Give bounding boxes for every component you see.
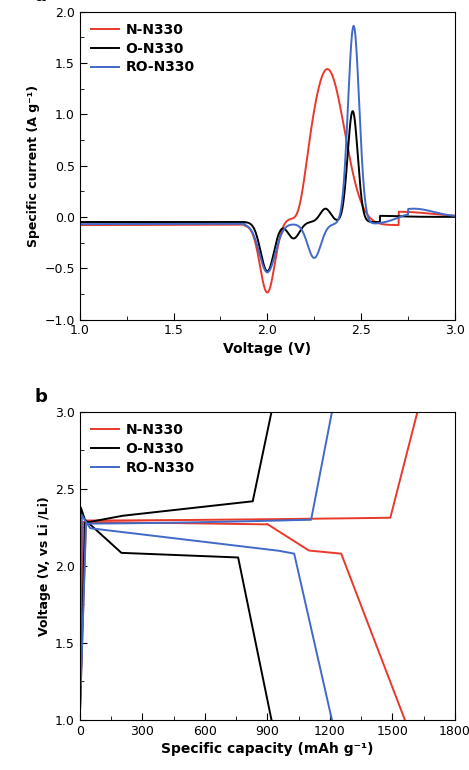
O-N330 <box>77 217 83 226</box>
Line: N-N330: N-N330 <box>80 69 455 293</box>
Y-axis label: Voltage (V, vs Li /Li): Voltage (V, vs Li /Li) <box>38 496 51 636</box>
N-N330 <box>452 211 458 220</box>
RO-N330 <box>373 219 378 228</box>
O-N330 <box>96 217 102 226</box>
N-N330 <box>441 210 447 219</box>
N-N330 <box>250 229 255 238</box>
O-N330 <box>373 217 378 226</box>
X-axis label: Specific capacity (mAh g⁻¹): Specific capacity (mAh g⁻¹) <box>161 742 374 756</box>
O-N330 <box>452 213 458 222</box>
Legend: N-N330, O-N330, RO-N330: N-N330, O-N330, RO-N330 <box>87 18 199 79</box>
N-N330 <box>77 220 83 229</box>
O-N330 <box>259 254 265 263</box>
Text: a: a <box>35 0 47 5</box>
RO-N330 <box>259 259 265 268</box>
RO-N330 <box>442 209 447 219</box>
N-N330 <box>442 210 447 219</box>
Line: RO-N330: RO-N330 <box>80 26 455 273</box>
N-N330 <box>265 288 270 297</box>
RO-N330 <box>77 219 83 229</box>
Legend: N-N330, O-N330, RO-N330: N-N330, O-N330, RO-N330 <box>87 419 199 479</box>
O-N330 <box>265 266 270 276</box>
N-N330 <box>259 273 265 283</box>
X-axis label: Voltage (V): Voltage (V) <box>223 342 311 356</box>
N-N330 <box>325 65 330 74</box>
RO-N330 <box>250 227 255 236</box>
RO-N330 <box>265 268 270 277</box>
O-N330 <box>250 221 255 230</box>
N-N330 <box>96 220 102 229</box>
Line: O-N330: O-N330 <box>80 111 455 271</box>
N-N330 <box>373 217 378 226</box>
O-N330 <box>441 213 447 222</box>
O-N330 <box>350 106 356 115</box>
Text: b: b <box>35 388 47 406</box>
RO-N330 <box>96 219 102 229</box>
RO-N330 <box>452 211 458 220</box>
O-N330 <box>442 213 447 222</box>
Y-axis label: Specific current (A g⁻¹): Specific current (A g⁻¹) <box>27 85 40 246</box>
RO-N330 <box>351 22 356 31</box>
RO-N330 <box>441 209 447 219</box>
